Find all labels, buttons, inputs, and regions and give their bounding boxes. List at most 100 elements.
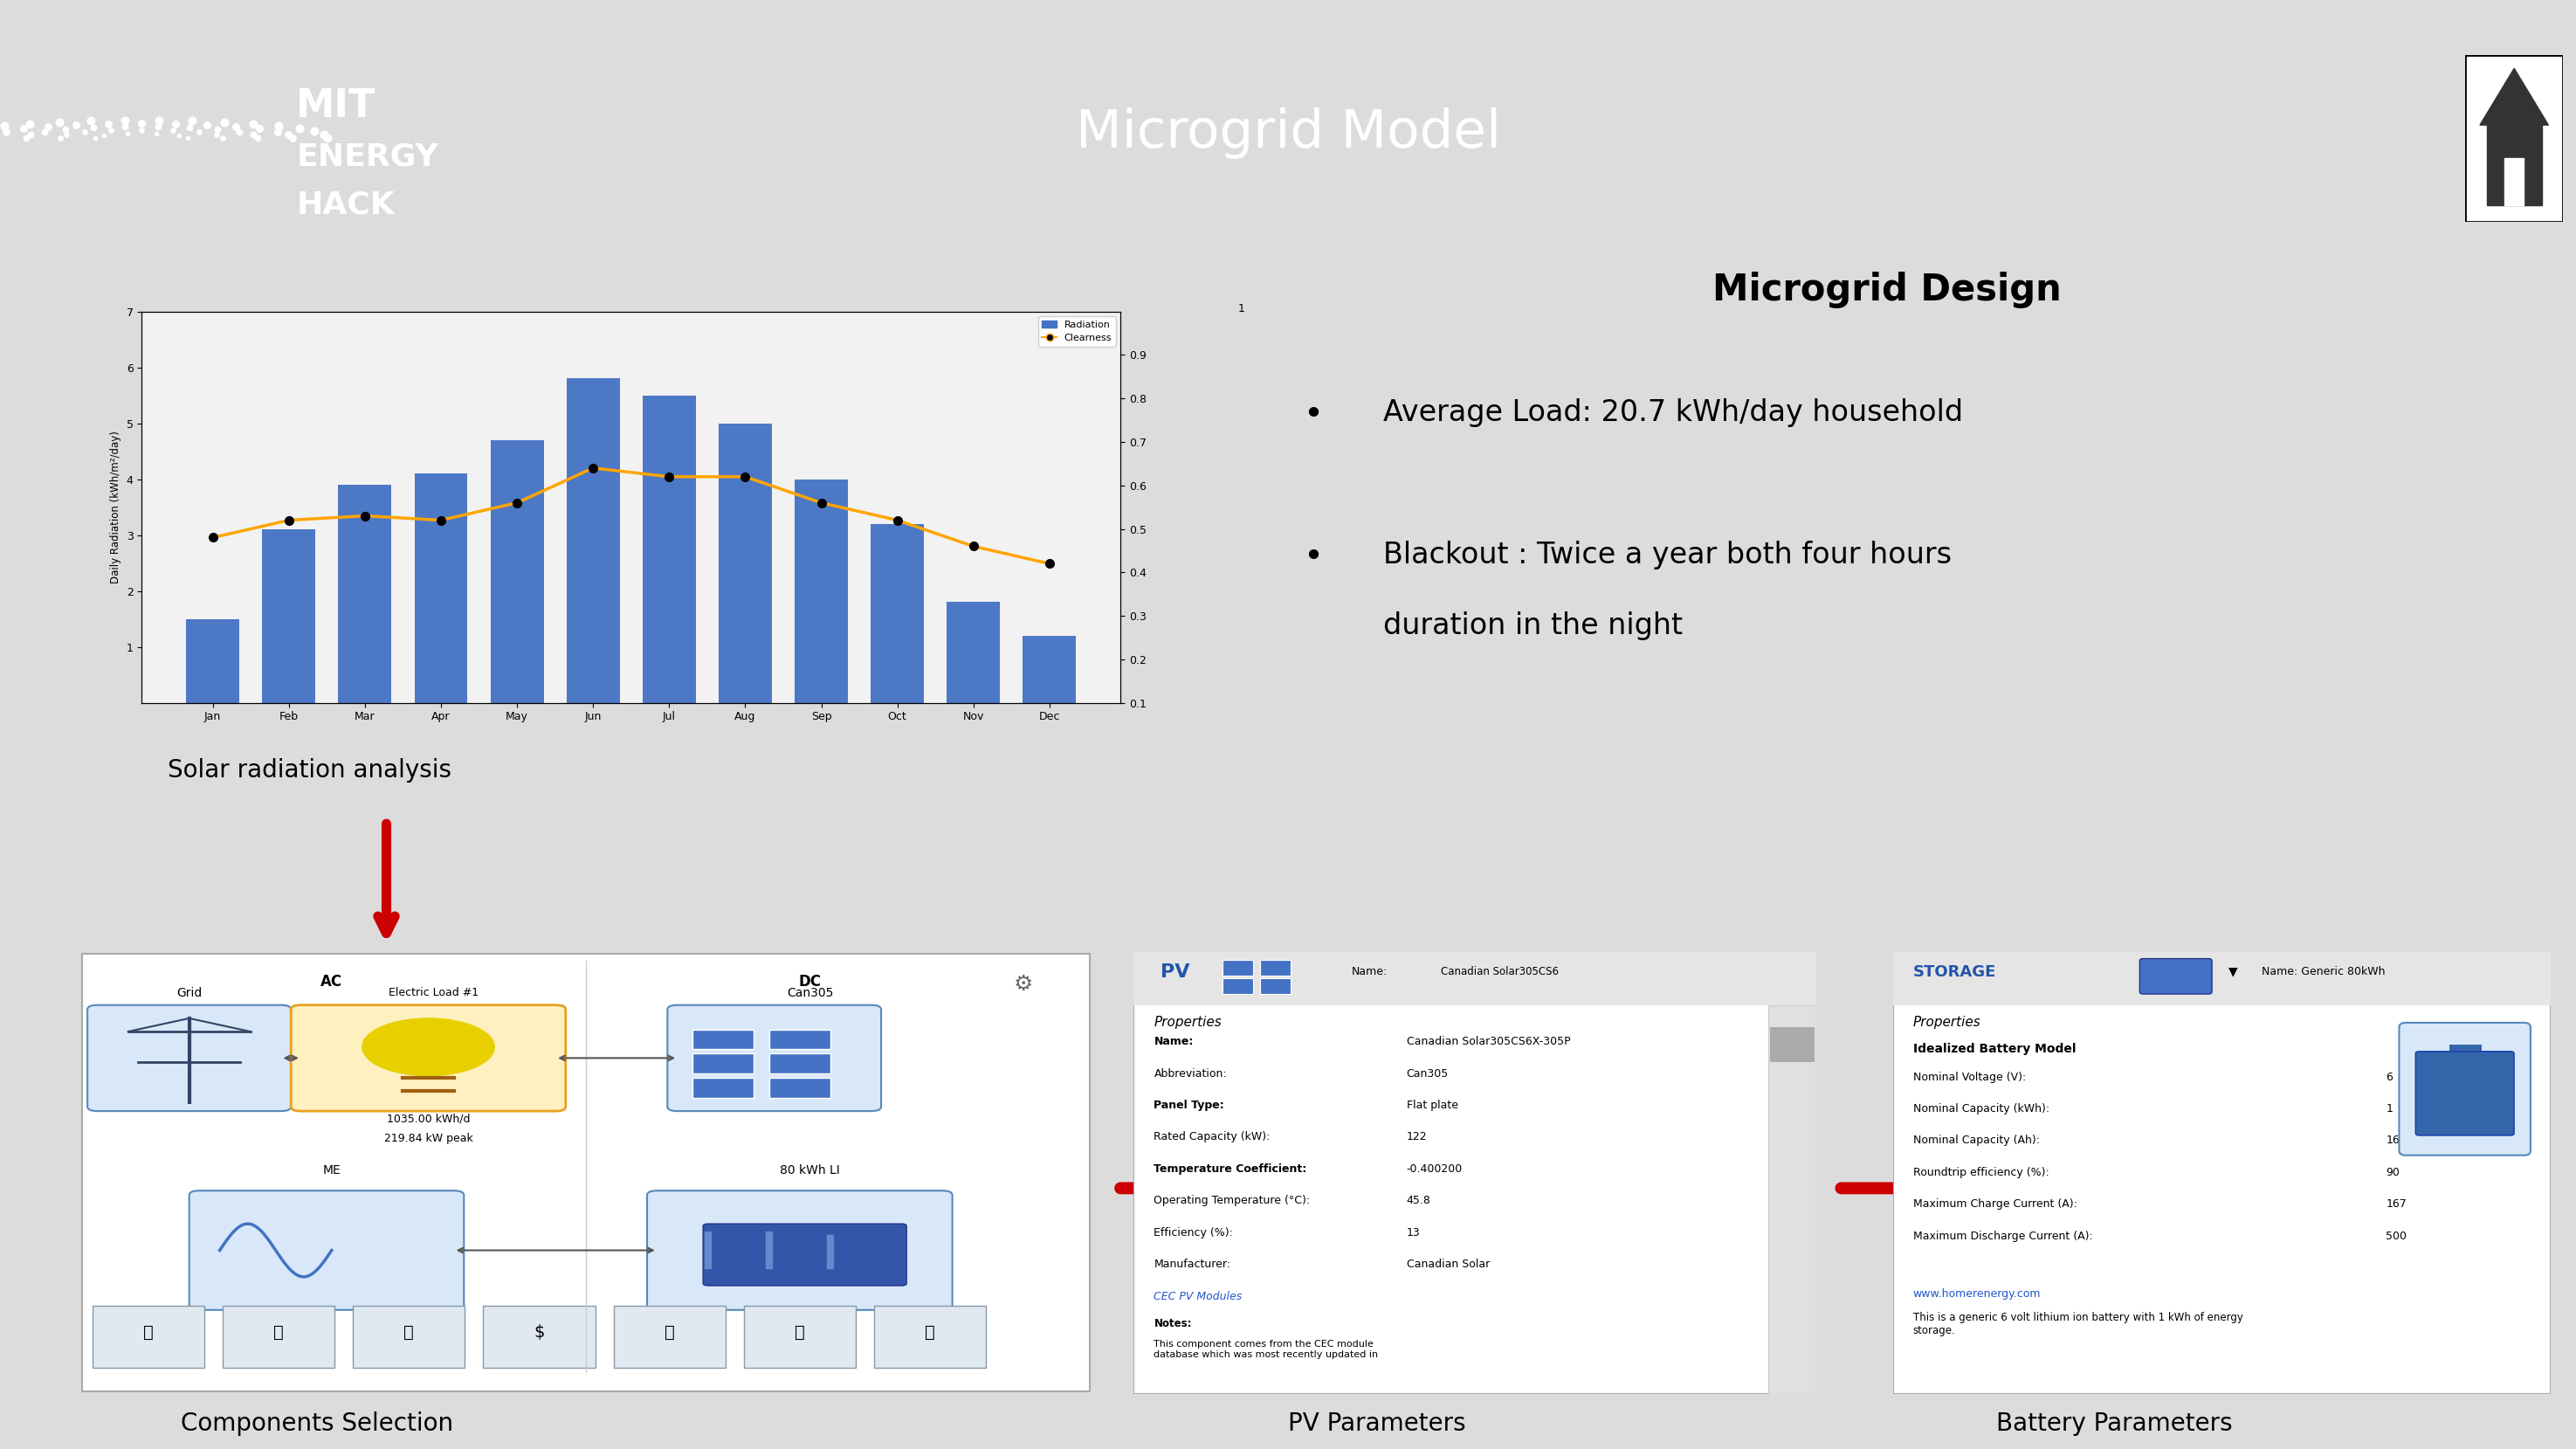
Text: CEC PV Modules: CEC PV Modules: [1154, 1291, 1242, 1301]
Text: Microgrid Design: Microgrid Design: [1713, 272, 2061, 309]
FancyBboxPatch shape: [667, 1006, 881, 1111]
Text: MIT: MIT: [296, 87, 376, 125]
Text: Battery Parameters: Battery Parameters: [1996, 1411, 2233, 1436]
Bar: [744, 1306, 855, 1368]
Polygon shape: [2504, 158, 2524, 204]
Bar: [693, 1029, 755, 1049]
Bar: [353, 1306, 464, 1368]
Bar: [1133, 952, 1816, 1006]
Bar: [613, 1306, 726, 1368]
Text: •: •: [1303, 540, 1324, 574]
Text: Average Load: 20.7 kWh/day household: Average Load: 20.7 kWh/day household: [1383, 398, 1963, 427]
Text: 💾: 💾: [273, 1324, 283, 1340]
Text: Name: Generic 80kWh: Name: Generic 80kWh: [2262, 966, 2385, 978]
Bar: [415, 474, 469, 703]
Bar: [1260, 959, 1291, 975]
Text: 🔍: 🔍: [144, 1324, 155, 1340]
Text: Name:: Name:: [1352, 966, 1388, 978]
Bar: [263, 529, 314, 703]
Text: 📊: 📊: [404, 1324, 415, 1340]
FancyBboxPatch shape: [647, 1191, 953, 1310]
Text: Can305: Can305: [1406, 1068, 1448, 1080]
Text: Flat plate: Flat plate: [1406, 1100, 1458, 1111]
Text: Microgrid Model: Microgrid Model: [1074, 107, 1502, 159]
Text: 📋: 📋: [925, 1324, 935, 1340]
Bar: [693, 1078, 755, 1098]
Bar: [1260, 978, 1291, 994]
Text: ▼: ▼: [2228, 966, 2239, 978]
Text: ME: ME: [322, 1164, 340, 1177]
Text: HACK: HACK: [296, 190, 394, 220]
Bar: [484, 1306, 595, 1368]
Text: Rated Capacity (kW):: Rated Capacity (kW):: [1154, 1132, 1270, 1143]
Bar: [222, 1306, 335, 1368]
Text: AC: AC: [319, 974, 343, 990]
FancyBboxPatch shape: [2398, 1023, 2530, 1155]
Text: ENERGY: ENERGY: [296, 142, 438, 171]
Text: 13: 13: [1406, 1227, 1419, 1239]
Text: STORAGE: STORAGE: [1914, 964, 1996, 980]
Bar: [948, 603, 999, 703]
Text: 1: 1: [1239, 303, 1244, 314]
Text: 500: 500: [2385, 1230, 2406, 1242]
Text: Notes:: Notes:: [1154, 1319, 1193, 1329]
Bar: [770, 1053, 829, 1074]
Text: Temperature Coefficient:: Temperature Coefficient:: [1154, 1164, 1306, 1175]
Legend: Radiation, Clearness: Radiation, Clearness: [1038, 316, 1115, 346]
Text: Properties: Properties: [1154, 1016, 1221, 1029]
Bar: [1893, 952, 2550, 1006]
Text: This component comes from the CEC module
database which was most recently update: This component comes from the CEC module…: [1154, 1340, 1378, 1359]
Text: ⚙: ⚙: [1015, 974, 1033, 995]
Text: Electric Load #1: Electric Load #1: [389, 987, 479, 998]
Text: This is a generic 6 volt lithium ion battery with 1 kWh of energy
storage.: This is a generic 6 volt lithium ion bat…: [1914, 1313, 2244, 1336]
Bar: [567, 378, 621, 703]
Bar: [770, 1078, 829, 1098]
Text: Manufacturer:: Manufacturer:: [1154, 1259, 1231, 1271]
Circle shape: [363, 1019, 495, 1075]
Text: 6: 6: [2385, 1071, 2393, 1082]
Text: Solar radiation analysis: Solar radiation analysis: [167, 758, 451, 782]
FancyBboxPatch shape: [703, 1224, 907, 1285]
Text: Idealized Battery Model: Idealized Battery Model: [1914, 1043, 2076, 1055]
Text: 167: 167: [2385, 1135, 2406, 1146]
Polygon shape: [2486, 122, 2543, 204]
Bar: [871, 525, 925, 703]
Bar: [770, 1029, 829, 1049]
Bar: [337, 485, 392, 703]
Text: Name:: Name:: [1154, 1036, 1193, 1048]
Text: 167: 167: [2385, 1198, 2406, 1210]
Bar: [641, 396, 696, 703]
Polygon shape: [2481, 68, 2548, 125]
Text: Abbreviation:: Abbreviation:: [1154, 1068, 1226, 1080]
Text: 1035.00 kWh/d: 1035.00 kWh/d: [386, 1113, 469, 1124]
Bar: [185, 619, 240, 703]
Text: Canadian Solar: Canadian Solar: [1406, 1259, 1489, 1271]
Bar: [1770, 1027, 1814, 1062]
Bar: [793, 480, 848, 703]
Bar: [873, 1306, 987, 1368]
FancyBboxPatch shape: [188, 1191, 464, 1310]
Text: Components Selection: Components Selection: [180, 1411, 453, 1436]
Y-axis label: Daily Radiation (kWh/m²/day): Daily Radiation (kWh/m²/day): [111, 430, 121, 584]
Text: www.homerenergy.com: www.homerenergy.com: [1914, 1288, 2040, 1300]
Text: PV: PV: [1162, 964, 1190, 981]
Text: Nominal Voltage (V):: Nominal Voltage (V):: [1914, 1071, 2025, 1082]
Text: -0.400200: -0.400200: [1406, 1164, 1463, 1175]
Text: Roundtrip efficiency (%):: Roundtrip efficiency (%):: [1914, 1166, 2048, 1178]
FancyBboxPatch shape: [291, 1006, 567, 1111]
Bar: [1767, 1006, 1816, 1394]
Text: Maximum Charge Current (A):: Maximum Charge Current (A):: [1914, 1198, 2076, 1210]
FancyBboxPatch shape: [88, 1006, 291, 1111]
Text: DC: DC: [799, 974, 822, 990]
Text: 80 kWh LI: 80 kWh LI: [781, 1164, 840, 1177]
Text: Nominal Capacity (kWh):: Nominal Capacity (kWh):: [1914, 1103, 2050, 1114]
FancyBboxPatch shape: [2141, 959, 2213, 994]
Text: 219.84 kW peak: 219.84 kW peak: [384, 1133, 474, 1145]
Text: duration in the night: duration in the night: [1383, 611, 1682, 640]
Bar: [719, 423, 773, 703]
Text: Maximum Discharge Current (A):: Maximum Discharge Current (A):: [1914, 1230, 2092, 1242]
Text: Can305: Can305: [786, 987, 832, 1000]
Text: 90: 90: [2385, 1166, 2401, 1178]
Text: PV Parameters: PV Parameters: [1288, 1411, 1466, 1436]
Text: 📈: 📈: [793, 1324, 804, 1340]
